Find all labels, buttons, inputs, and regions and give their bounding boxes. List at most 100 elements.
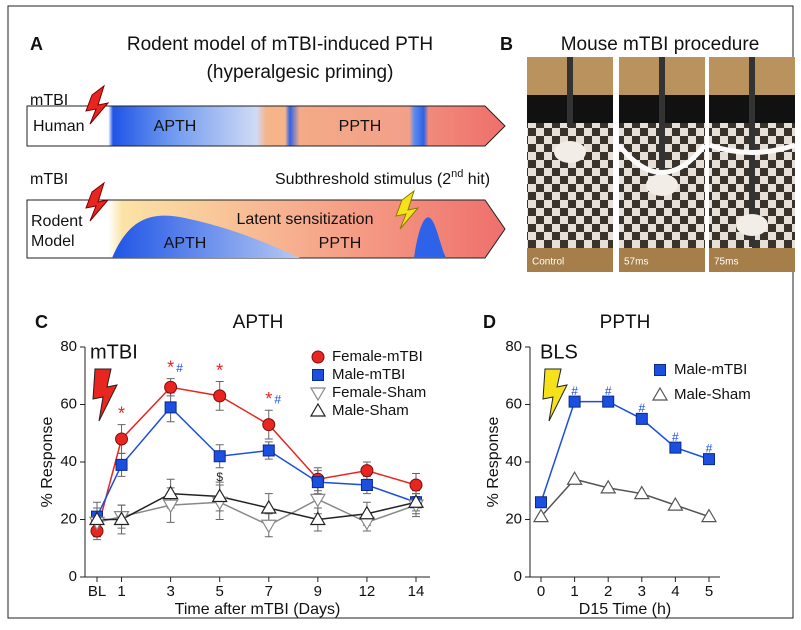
x-tick-label: 14	[408, 583, 425, 600]
x-tick-label: 0	[537, 583, 545, 600]
photos: Control 57ms 75ms	[527, 57, 796, 272]
x-tick-label: 1	[117, 583, 125, 600]
annotation: #	[672, 430, 679, 444]
legend-label: Female-mTBI	[332, 348, 423, 365]
annotation: *	[216, 360, 223, 380]
y-tick-label: 80	[60, 338, 77, 355]
second-hit: Subthreshold stimulus (2nd hit)	[275, 168, 490, 188]
x-axis-label: Time after mTBI (Days)	[175, 601, 341, 618]
x-tick-label: 4	[671, 583, 679, 600]
annotation: *	[265, 389, 272, 409]
data-point	[635, 412, 648, 425]
lightning	[542, 368, 568, 422]
panel-title: Rodent model of mTBI-induced PTH	[127, 34, 433, 55]
data-point	[260, 519, 277, 534]
panel-a: A Rodent model of mTBI-induced PTH (hype…	[26, 34, 506, 259]
legend-label: Male-mTBI	[332, 366, 405, 383]
data-point	[113, 511, 130, 526]
data-point	[311, 476, 324, 489]
ppth-spike	[414, 217, 446, 258]
phase-label: PPTH	[319, 235, 362, 252]
legend-marker	[309, 402, 327, 417]
panel-letter: B	[500, 34, 513, 54]
legend-label: Male-Sham	[332, 402, 409, 419]
data-point	[213, 450, 226, 463]
phase-label: APTH	[164, 235, 207, 252]
y-tick-label: 40	[505, 453, 522, 470]
photo-membrane	[617, 143, 707, 175]
rodent-label: Model	[31, 233, 75, 250]
y-tick-label: 40	[60, 453, 77, 470]
x-tick-label: 3	[166, 583, 174, 600]
data-point	[633, 485, 650, 500]
series-line	[96, 386, 417, 532]
lightning	[92, 368, 118, 422]
y-tick-label: 80	[505, 338, 522, 355]
human-label: Human	[33, 118, 85, 135]
border	[7, 5, 794, 619]
human-bar	[26, 105, 506, 147]
chart-title: APTH	[233, 312, 284, 333]
photo-mouse	[736, 214, 768, 236]
data-point	[213, 389, 227, 403]
y-axis-label: % Response	[39, 417, 56, 508]
data-point	[164, 401, 177, 414]
x-tick-label: 12	[359, 583, 376, 600]
data-point	[667, 496, 684, 511]
data-point	[309, 493, 326, 508]
series-line	[96, 406, 417, 517]
photo-caption: 75ms	[714, 257, 738, 268]
data-point	[115, 432, 129, 446]
annotation: #	[274, 392, 281, 406]
phase-label: Latent sensitization	[237, 211, 374, 228]
annotation: $	[216, 470, 223, 484]
data-point	[88, 511, 106, 526]
x-tick-label: 5	[216, 583, 224, 600]
y-tick-label: 20	[505, 510, 522, 527]
photo-rod	[567, 57, 573, 127]
data-point	[162, 485, 179, 500]
photo-mouse	[554, 141, 586, 163]
phase-label: PPTH	[339, 118, 382, 135]
data-point	[164, 380, 178, 394]
text-part: hit)	[463, 171, 490, 188]
event-label: mTBI	[30, 92, 68, 109]
panel-title: Mouse mTBI procedure	[561, 34, 760, 55]
photo-caption: 57ms	[624, 257, 648, 268]
annotation: #	[706, 441, 713, 455]
data-point	[115, 458, 128, 471]
photo-floor	[527, 248, 613, 272]
photo-caption: Control	[532, 257, 564, 268]
data-point	[211, 488, 228, 503]
data-point	[600, 479, 617, 494]
y-axis-label: % Response	[485, 417, 502, 508]
legend-marker	[309, 387, 327, 402]
y-tick-label: 60	[60, 395, 77, 412]
legend-label: Female-Sham	[332, 384, 426, 401]
photo-floor	[619, 248, 705, 272]
apth-hump	[112, 215, 300, 258]
data-point	[358, 505, 375, 520]
chart: D PPTH 0 20 40 60 80 0 1 2 3 4 5 D15 Time (h) % Respon…	[483, 312, 751, 618]
superscript: nd	[451, 168, 463, 180]
text-part: Subthreshold stimulus (2	[275, 171, 451, 188]
legend-marker	[651, 386, 669, 401]
data-point	[566, 471, 583, 485]
data-point	[407, 494, 425, 508]
lightning	[395, 189, 420, 230]
panel-b: B Mouse mTBI procedure	[500, 34, 759, 55]
series-line	[540, 400, 710, 503]
y-tick-label: 20	[60, 510, 77, 527]
panel-letter: C	[35, 312, 48, 332]
data-point	[262, 418, 276, 432]
data-point	[360, 479, 373, 491]
photo-rod	[659, 57, 665, 177]
phase-label: APTH	[154, 118, 197, 135]
annotation: *	[167, 357, 174, 377]
data-point	[703, 453, 715, 466]
panel-letter: A	[30, 34, 43, 54]
data-point	[700, 508, 718, 523]
x-tick-label: 2	[604, 583, 612, 600]
photo-membrane	[708, 142, 796, 155]
